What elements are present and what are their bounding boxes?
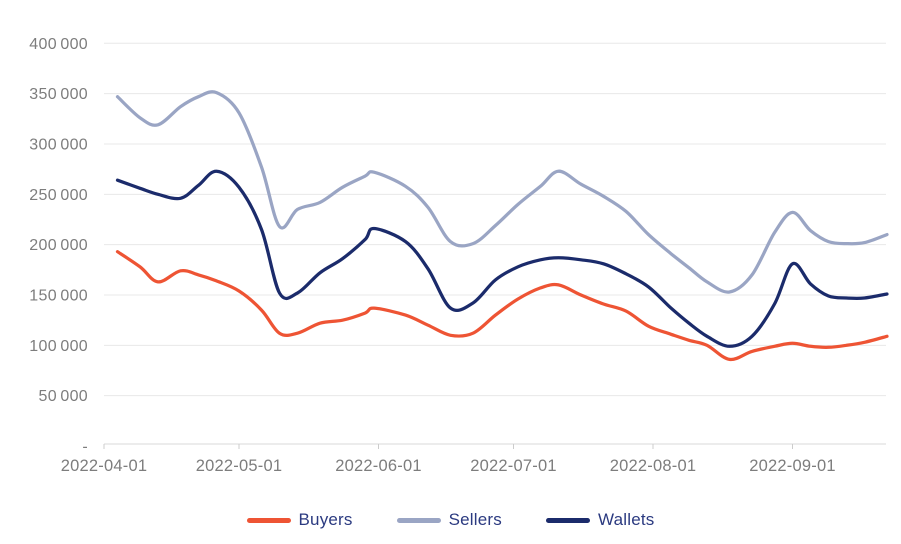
legend-item-buyers[interactable]: Buyers <box>246 510 353 530</box>
legend-label-sellers: Sellers <box>448 510 502 529</box>
x-axis-label: 2022-04-01 <box>61 457 147 475</box>
buyers-line <box>115 250 889 362</box>
sellers-swatch-icon <box>396 517 441 523</box>
legend-label-buyers: Buyers <box>298 510 353 529</box>
y-axis-label: 50 000 <box>39 388 89 405</box>
y-axis-label: 150 000 <box>29 287 88 304</box>
wallets-swatch-icon <box>545 517 590 523</box>
y-axis-label: 250 000 <box>29 187 88 204</box>
wallets-line <box>115 169 889 348</box>
legend-item-wallets[interactable]: Wallets <box>545 510 655 530</box>
legend-item-sellers[interactable]: Sellers <box>396 510 502 530</box>
x-axis-label: 2022-09-01 <box>749 457 835 475</box>
chart-plot-area: - 50 000 100 000 150 000 200 000 250 000 300 0… <box>29 36 889 475</box>
y-axis-label: 350 000 <box>29 86 88 103</box>
y-axis-label: - <box>82 439 88 456</box>
y-axis-label: 300 000 <box>29 136 88 153</box>
buyers-swatch-icon <box>246 517 291 523</box>
x-axis-label: 2022-08-01 <box>610 457 696 475</box>
y-axis-label: 100 000 <box>29 338 88 355</box>
x-axis-label: 2022-05-01 <box>196 457 282 475</box>
y-axis-label: 400 000 <box>29 36 88 53</box>
x-axis-label: 2022-06-01 <box>335 457 421 475</box>
chart-legend: Buyers Sellers Wallets <box>0 510 901 530</box>
legend-label-wallets: Wallets <box>597 510 655 529</box>
y-axis-label: 200 000 <box>29 237 88 254</box>
x-axis-label: 2022-07-01 <box>470 457 556 475</box>
sellers-line <box>115 90 889 294</box>
